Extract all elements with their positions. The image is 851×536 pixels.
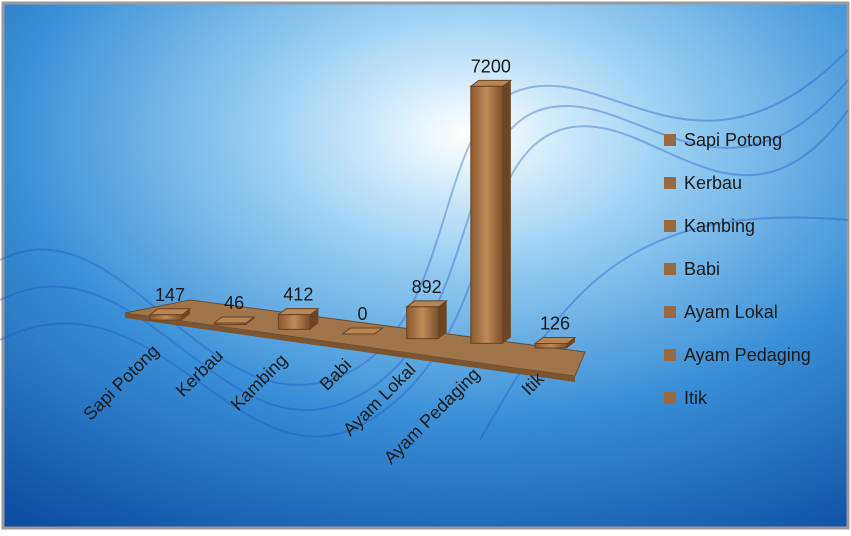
bar xyxy=(534,343,568,349)
data-label: 126 xyxy=(540,314,570,334)
legend-swatch xyxy=(664,306,676,318)
legend-swatch xyxy=(664,263,676,275)
legend-label: Ayam Pedaging xyxy=(684,345,811,365)
bar-side xyxy=(502,80,511,344)
data-label: 46 xyxy=(224,293,244,313)
data-label: 147 xyxy=(155,285,185,305)
bar xyxy=(149,314,183,321)
bar-side xyxy=(567,337,575,348)
legend-label: Babi xyxy=(684,259,720,279)
bar xyxy=(213,322,247,326)
legend-label: Sapi Potong xyxy=(684,130,782,150)
bar-side xyxy=(246,317,255,325)
legend-swatch xyxy=(664,349,676,361)
legend-label: Itik xyxy=(684,388,708,408)
legend-swatch xyxy=(664,177,676,189)
data-label: 7200 xyxy=(471,56,511,76)
bar-side xyxy=(182,308,190,320)
data-label: 412 xyxy=(283,285,313,305)
legend-label: Kambing xyxy=(684,216,755,236)
legend-label: Kerbau xyxy=(684,173,742,193)
floor-edge xyxy=(125,313,575,382)
data-label: 892 xyxy=(412,277,442,297)
legend-swatch xyxy=(664,220,676,232)
legend-swatch xyxy=(664,134,676,146)
bar-side xyxy=(310,308,319,330)
bar xyxy=(406,306,440,340)
legend-swatch xyxy=(664,392,676,404)
bar-top xyxy=(341,327,384,335)
bar xyxy=(470,85,504,344)
bar xyxy=(277,314,311,330)
data-label: 0 xyxy=(357,304,367,324)
bar-side xyxy=(438,300,447,339)
legend-label: Ayam Lokal xyxy=(684,302,778,322)
